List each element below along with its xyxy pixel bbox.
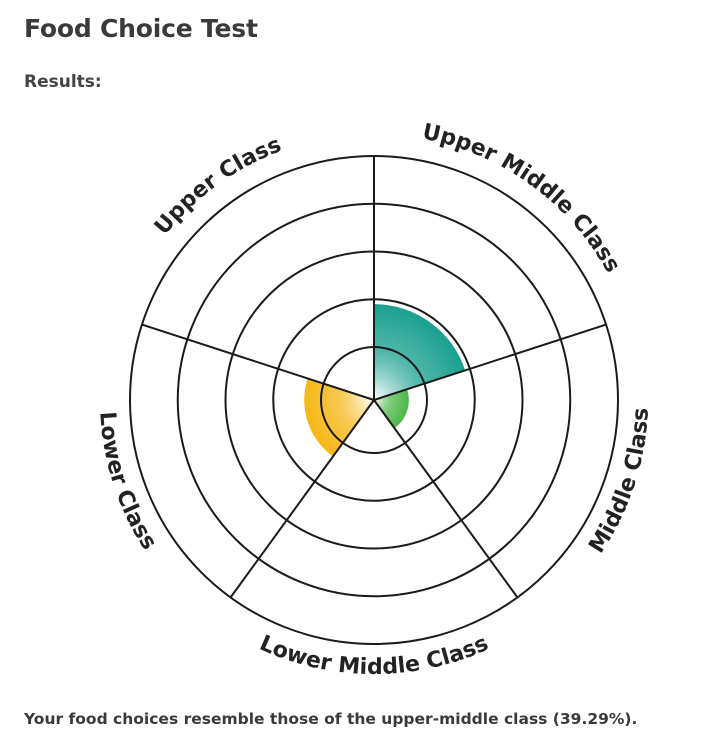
grid-spoke <box>373 399 519 598</box>
wedge-upper-middle-class <box>374 304 466 400</box>
category-label-upper-middle-class: Upper Middle Class <box>420 120 625 277</box>
category-label-lower-class: Lower Class <box>94 411 161 554</box>
category-label-middle-class: Middle Class <box>584 407 654 558</box>
grid-layer <box>129 155 619 645</box>
wedge-lower-class <box>304 378 374 457</box>
grid-spoke <box>141 323 375 401</box>
wedge-middle-class <box>374 389 409 429</box>
grid-spoke <box>229 399 375 598</box>
wedge-layer <box>304 304 466 457</box>
result-summary: Your food choices resemble those of the … <box>24 710 638 728</box>
category-label-lower-middle-class: Lower Middle Class <box>256 631 492 680</box>
category-label-upper-class: Upper Class <box>150 132 285 239</box>
grid-spoke <box>373 323 607 401</box>
page-title: Food Choice Test <box>24 14 258 43</box>
results-label: Results: <box>24 72 102 92</box>
